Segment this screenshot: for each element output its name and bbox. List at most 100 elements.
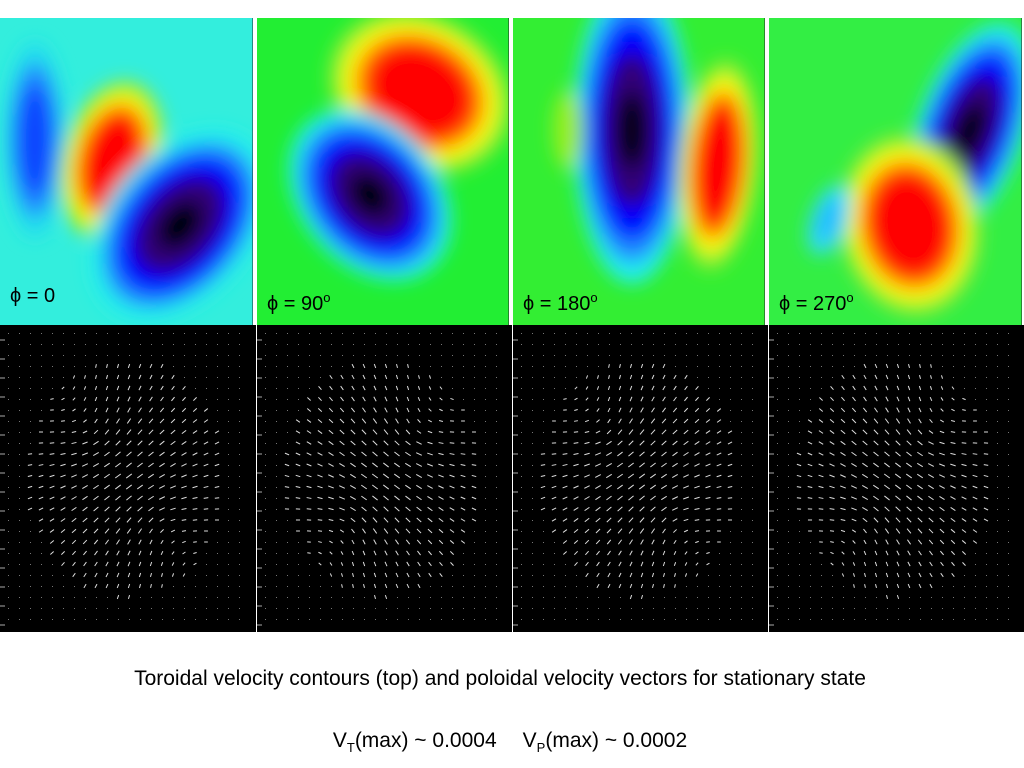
grid-dot — [239, 520, 240, 521]
vector — [829, 508, 835, 510]
vector — [672, 518, 678, 522]
vector — [629, 583, 633, 589]
vector — [295, 441, 301, 445]
vector — [405, 495, 411, 501]
grid-dot — [298, 410, 299, 411]
grid-dot — [30, 443, 31, 444]
vector — [373, 583, 377, 589]
grid-dot — [752, 597, 753, 598]
vector — [181, 519, 187, 521]
grid-dot — [788, 399, 789, 400]
vector — [651, 583, 655, 589]
grid-dot — [19, 586, 20, 587]
grid-dot — [788, 333, 789, 334]
vector — [639, 418, 645, 424]
vector — [683, 418, 689, 424]
grid-dot — [521, 355, 522, 356]
vector — [361, 517, 367, 523]
grid-dot — [265, 388, 266, 389]
grid-dot — [730, 608, 731, 609]
symbol: V — [523, 729, 537, 752]
vector — [94, 385, 98, 391]
grid-dot — [8, 421, 9, 422]
vector — [384, 407, 388, 413]
vector — [317, 519, 323, 521]
vector — [907, 407, 911, 413]
grid-dot — [30, 366, 31, 367]
grid-dot — [430, 366, 431, 367]
vector — [138, 561, 142, 567]
vector — [127, 550, 131, 556]
grid-dot — [397, 355, 398, 356]
vector — [928, 495, 934, 501]
vector — [607, 407, 611, 413]
grid-dot — [521, 454, 522, 455]
grid-dot — [298, 399, 299, 400]
vector — [906, 495, 912, 501]
grid-dot — [485, 344, 486, 345]
vector — [84, 375, 86, 379]
vector — [863, 550, 867, 556]
vector — [116, 363, 120, 369]
vector — [71, 496, 77, 500]
vector — [573, 463, 579, 467]
vector — [284, 463, 290, 467]
vector — [874, 363, 878, 369]
grid-dot — [1008, 421, 1009, 422]
grid-dot — [975, 608, 976, 609]
vector — [919, 374, 921, 380]
grid-dot — [320, 333, 321, 334]
vector — [159, 462, 165, 468]
vector — [126, 517, 132, 523]
vector — [540, 496, 546, 500]
grid-dot — [96, 344, 97, 345]
grid-dot — [997, 586, 998, 587]
vector — [384, 572, 388, 578]
vector — [629, 572, 633, 578]
vector — [629, 385, 633, 391]
grid-dot — [287, 564, 288, 565]
vector — [126, 506, 132, 512]
vector — [60, 463, 66, 467]
vector — [363, 583, 365, 589]
vector — [617, 517, 623, 523]
grid-dot — [741, 388, 742, 389]
vector — [170, 418, 176, 424]
grid-dot — [876, 344, 877, 345]
vector — [160, 529, 164, 533]
vector — [373, 539, 377, 545]
contour-level — [815, 198, 843, 242]
vector — [306, 508, 312, 510]
grid-dot — [85, 619, 86, 620]
vector — [639, 440, 645, 446]
grid-dot — [719, 355, 720, 356]
grid-dot — [543, 597, 544, 598]
grid-dot — [265, 509, 266, 510]
grid-dot — [909, 597, 910, 598]
vector — [706, 552, 710, 554]
grid-dot — [474, 575, 475, 576]
vector — [629, 374, 633, 380]
grid-dot — [752, 333, 753, 334]
vector — [818, 474, 824, 478]
vector — [295, 430, 301, 434]
vector — [82, 539, 88, 545]
vector — [852, 396, 856, 402]
grid-dot — [576, 333, 577, 334]
vector — [972, 474, 978, 478]
vector — [917, 539, 923, 545]
grid-dot — [521, 388, 522, 389]
vector — [116, 539, 120, 545]
caption: Toroidal velocity contours (top) and pol… — [134, 667, 866, 690]
grid-dot — [752, 476, 753, 477]
grid-dot — [1008, 531, 1009, 532]
vector — [895, 462, 901, 468]
vector — [863, 561, 867, 567]
vector — [115, 506, 121, 512]
grid-dot — [496, 410, 497, 411]
vector — [651, 385, 655, 391]
grid-dot — [854, 333, 855, 334]
vector — [350, 517, 356, 523]
grid-dot — [239, 421, 240, 422]
vector — [918, 572, 922, 578]
